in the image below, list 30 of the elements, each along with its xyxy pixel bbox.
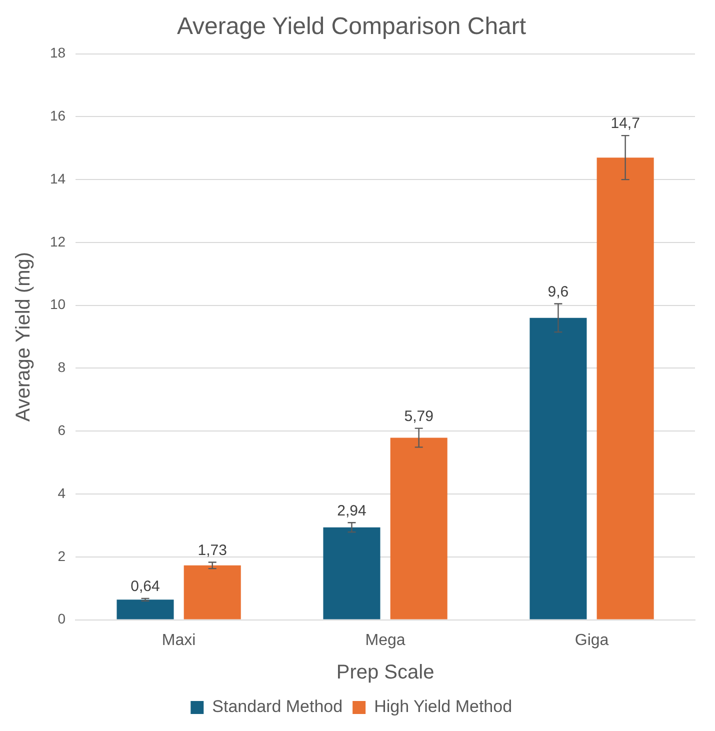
y-tick-label: 10 — [50, 296, 66, 312]
x-tick-label: Maxi — [162, 632, 196, 649]
bar — [323, 527, 380, 620]
data-label: 9,6 — [548, 283, 569, 300]
y-tick-label: 2 — [58, 548, 66, 564]
data-label: 2,94 — [337, 502, 366, 520]
y-tick-label: 12 — [50, 233, 66, 250]
data-label: 14,7 — [610, 115, 640, 132]
bar — [116, 600, 174, 620]
x-tick-label: Mega — [365, 632, 406, 649]
x-tick-label: Giga — [574, 632, 609, 649]
bar — [184, 565, 241, 620]
y-tick-label: 6 — [58, 422, 66, 438]
y-tick-label: 16 — [50, 108, 66, 124]
y-tick-label: 4 — [58, 484, 66, 501]
x-axis-title: Prep Scale — [336, 662, 434, 684]
y-axis-title: Average Yield (mg) — [12, 252, 35, 422]
legend-label: Standard Method — [212, 697, 343, 716]
y-tick-label: 8 — [58, 359, 66, 376]
y-tick-label: 0 — [58, 610, 66, 627]
y-tick-label: 18 — [50, 44, 66, 61]
bar — [390, 438, 448, 620]
y-tick-label: 14 — [50, 170, 66, 186]
data-label: 5,79 — [404, 408, 434, 425]
bar — [530, 318, 587, 620]
data-label: 0,64 — [130, 578, 160, 596]
data-label: 1,73 — [198, 542, 227, 559]
chart-title: Average Yield Comparison Chart — [176, 13, 526, 40]
legend-label: High Yield Method — [374, 697, 512, 716]
bar — [596, 158, 654, 620]
